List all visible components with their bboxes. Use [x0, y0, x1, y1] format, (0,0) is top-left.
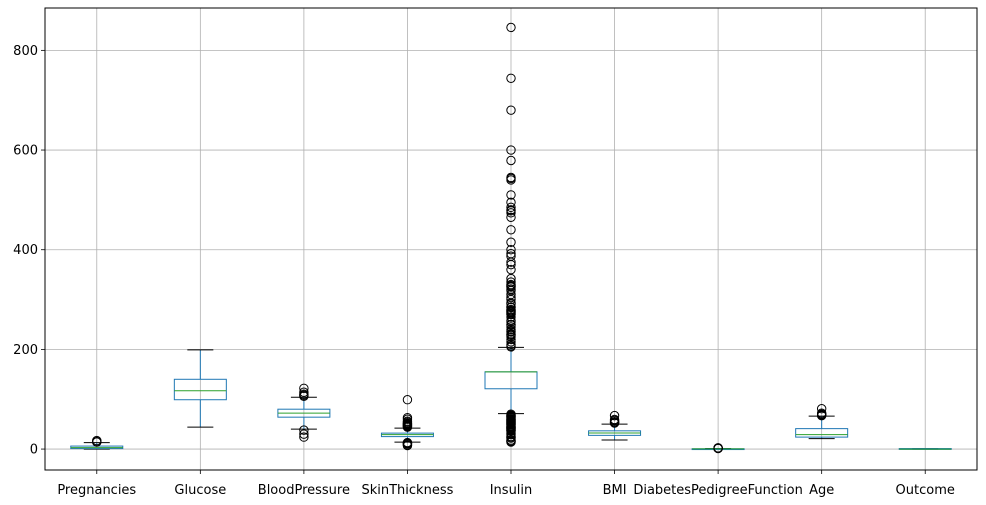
y-tick-label: 200 — [13, 343, 38, 358]
boxes — [70, 22, 952, 454]
flier-point — [506, 212, 516, 223]
flier-point — [506, 73, 516, 83]
x-tick-label: Outcome — [896, 483, 955, 498]
axes: Pregnancies Glucose BloodPressure SkinThick… — [13, 7, 978, 498]
box-Age — [795, 403, 849, 440]
flier-point — [506, 145, 516, 155]
flier-point — [506, 225, 516, 235]
x-tick-label: Insulin — [490, 483, 533, 498]
x-tick-label: SkinThickness — [361, 483, 453, 498]
x-tick-label: DiabetesPedigreeFunction — [633, 483, 803, 498]
flier-point — [506, 251, 516, 261]
flier-point — [713, 443, 723, 453]
x-tick-label: BMI — [603, 483, 627, 498]
flier-point — [506, 172, 516, 183]
flier-point — [506, 279, 516, 290]
flier-point — [299, 432, 309, 442]
flier-point — [506, 409, 516, 419]
flier-point — [609, 414, 620, 425]
flier-point — [506, 312, 516, 322]
flier-point — [92, 435, 102, 446]
flier-point — [299, 383, 309, 393]
flier-point — [816, 403, 827, 414]
flier-point — [506, 319, 516, 330]
box-BMI — [588, 410, 642, 441]
flier-point — [506, 324, 516, 335]
flier-point — [402, 395, 413, 405]
flier-point — [506, 205, 516, 215]
x-tick-label: Age — [809, 483, 834, 498]
flier-point — [506, 302, 516, 312]
flier-point — [506, 237, 516, 247]
flier-point — [299, 429, 309, 439]
flier-point — [506, 155, 516, 166]
box-Insulin — [484, 22, 538, 447]
flier-point — [299, 387, 309, 397]
flier-point — [402, 412, 413, 423]
box-BloodPressure — [277, 383, 331, 442]
flier-point — [506, 249, 516, 259]
flier-point — [506, 339, 516, 350]
flier-point — [609, 410, 620, 421]
box-SkinThickness — [380, 395, 434, 451]
x-tick-label: Pregnancies — [57, 483, 136, 498]
box-DiabetesPedigreeFunction — [691, 443, 745, 454]
flier-point — [506, 202, 516, 213]
box-iqr — [795, 428, 849, 438]
flier-point — [816, 408, 827, 418]
y-tick-label: 0 — [30, 443, 38, 458]
x-tick-label: Glucose — [174, 483, 226, 498]
flier-point — [506, 273, 516, 284]
y-tick-label: 600 — [13, 144, 38, 159]
flier-point — [299, 425, 309, 435]
flier-point — [506, 105, 516, 115]
y-tick-label: 400 — [13, 243, 38, 258]
flier-point — [402, 437, 413, 448]
x-tick-label: BloodPressure — [258, 483, 350, 498]
box-Pregnancies — [70, 435, 124, 450]
flier-point — [506, 190, 516, 200]
box-Glucose — [173, 349, 227, 428]
flier-point — [506, 197, 516, 208]
flier-point — [506, 245, 516, 255]
flier-point — [506, 277, 516, 287]
box-iqr — [173, 378, 227, 401]
flier-point — [506, 22, 516, 33]
y-tick-label: 800 — [13, 44, 38, 59]
box-Outcome — [898, 448, 952, 450]
flier-point — [506, 264, 516, 275]
